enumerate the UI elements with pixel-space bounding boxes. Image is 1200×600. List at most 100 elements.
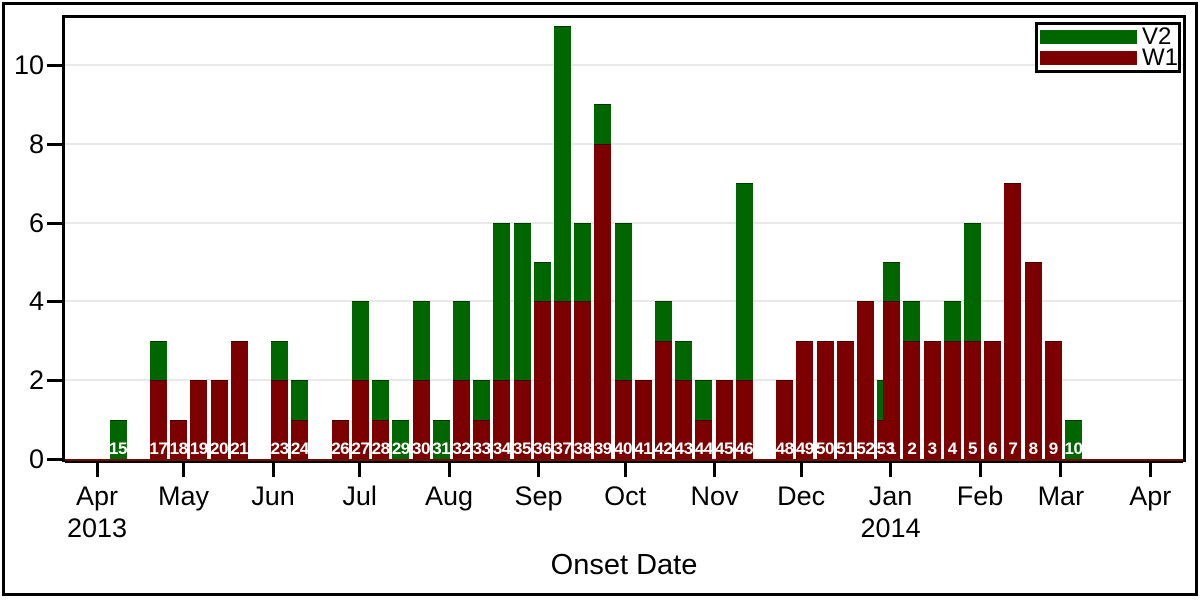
bar-week-15 bbox=[109, 419, 127, 459]
x-tick-Aug bbox=[447, 463, 451, 477]
bar-week-10 bbox=[1064, 419, 1082, 459]
bar-segment-w1 bbox=[210, 380, 228, 459]
y-tick-2 bbox=[47, 379, 62, 383]
bar-week-31 bbox=[432, 419, 450, 459]
x-month-label-Feb: Feb bbox=[956, 481, 1004, 511]
bar-segment-w1 bbox=[372, 419, 390, 459]
bar-week-1 bbox=[883, 262, 901, 459]
bar-week-3 bbox=[923, 340, 941, 459]
legend-swatch-v2 bbox=[1040, 29, 1137, 44]
bar-week-label: 23 bbox=[270, 439, 289, 458]
bar-segment-w1 bbox=[1024, 262, 1042, 459]
bar-segment-v2 bbox=[574, 222, 592, 302]
x-month-label-Jul: Jul bbox=[342, 481, 377, 511]
bar-week-43 bbox=[675, 340, 693, 459]
y-tick-6 bbox=[47, 221, 62, 225]
bar-segment-v2 bbox=[614, 222, 632, 381]
x-tick-May bbox=[182, 463, 186, 477]
bar-week-label: 37 bbox=[553, 439, 572, 458]
bar-segment-w1 bbox=[963, 340, 981, 459]
legend-swatch-w1 bbox=[1040, 51, 1137, 66]
bar-segment-w1 bbox=[452, 380, 470, 459]
bar-week-30 bbox=[412, 301, 430, 459]
bar-segment-v2 bbox=[109, 419, 127, 459]
bar-segment-w1 bbox=[735, 380, 753, 459]
legend-row-v2: V2 bbox=[1038, 24, 1178, 48]
bar-week-46 bbox=[735, 183, 753, 459]
bar-segment-v2 bbox=[412, 301, 430, 381]
bar-week-34 bbox=[493, 222, 511, 459]
bar-segment-v2 bbox=[943, 301, 961, 341]
bar-week-8 bbox=[1024, 262, 1042, 459]
bar-week-6 bbox=[984, 340, 1002, 459]
bar-segment-w1 bbox=[493, 380, 511, 459]
bar-week-5 bbox=[963, 222, 981, 459]
bar-week-label: 36 bbox=[533, 439, 552, 458]
gridline-10 bbox=[65, 64, 1183, 66]
bar-week-label: 35 bbox=[513, 439, 531, 458]
bar-week-label: 3 bbox=[927, 439, 937, 458]
bar-segment-w1 bbox=[230, 340, 248, 459]
bar-week-label: 24 bbox=[290, 439, 309, 458]
bar-segment-w1 bbox=[271, 380, 289, 459]
bar-segment-v2 bbox=[452, 301, 470, 381]
bar-week-label: 32 bbox=[452, 439, 471, 458]
bar-segment-w1 bbox=[816, 340, 834, 459]
bar-week-label: 41 bbox=[634, 439, 653, 458]
bar-segment-w1 bbox=[776, 380, 794, 459]
x-tick-Apr2013 bbox=[95, 463, 99, 477]
bar-week-label: 49 bbox=[795, 439, 814, 458]
bar-week-label: 39 bbox=[593, 439, 612, 458]
bar-week-label: 38 bbox=[573, 439, 592, 458]
bar-week-label: 53 bbox=[876, 439, 895, 458]
bar-week-label: 1 bbox=[887, 439, 897, 458]
bar-week-41 bbox=[634, 380, 652, 459]
y-tick-0 bbox=[47, 458, 62, 461]
bar-segment-w1 bbox=[331, 419, 349, 459]
x-month-label-Dec: Dec bbox=[777, 481, 826, 511]
bar-segment-v2 bbox=[291, 380, 309, 420]
bar-segment-v2 bbox=[903, 301, 921, 341]
x-month-label-Apr: Apr bbox=[1129, 481, 1172, 511]
x-tick-Jan2014 bbox=[889, 463, 893, 477]
bar-segment-w1 bbox=[984, 340, 1002, 459]
x-month-label-Mar: Mar bbox=[1037, 481, 1085, 511]
bar-week-label: 9 bbox=[1048, 439, 1058, 458]
bar-week-label: 45 bbox=[715, 439, 733, 458]
bar-week-label: 33 bbox=[472, 439, 491, 458]
bar-week-39 bbox=[594, 104, 612, 459]
bar-segment-v2 bbox=[271, 340, 289, 381]
bar-segment-w1 bbox=[836, 340, 854, 459]
bar-week-label: 40 bbox=[614, 439, 632, 458]
bar-segment-v2 bbox=[654, 301, 672, 341]
y-tick-label-2: 2 bbox=[28, 365, 44, 396]
bar-week-17 bbox=[149, 340, 167, 459]
bar-week-label: 2 bbox=[907, 439, 917, 458]
bar-week-label: 46 bbox=[735, 439, 754, 458]
bar-week-21 bbox=[230, 340, 248, 459]
bar-week-49 bbox=[796, 340, 814, 459]
bar-segment-w1 bbox=[513, 380, 531, 459]
plot-area: 15 17 18 19 20 21 23 24 26 27 28 29 30 31 32 33 34 35 36 37… bbox=[62, 15, 1186, 463]
bar-week-label: 29 bbox=[391, 439, 410, 458]
bar-segment-w1 bbox=[170, 419, 188, 459]
bar-segment-v2 bbox=[735, 183, 753, 381]
x-tick-Mar bbox=[1059, 463, 1063, 477]
bar-segment-v2 bbox=[553, 25, 571, 302]
x-axis-baseline bbox=[65, 461, 1183, 463]
x-month-label-Apr: Apr bbox=[75, 481, 119, 511]
bar-week-label: 28 bbox=[371, 439, 390, 458]
bar-segment-v2 bbox=[432, 419, 450, 459]
y-tick-label-6: 6 bbox=[28, 207, 44, 238]
bar-week-19 bbox=[190, 380, 208, 459]
bar-week-label: 19 bbox=[189, 439, 208, 458]
bar-week-label: 21 bbox=[230, 439, 249, 458]
bar-week-label: 6 bbox=[988, 439, 998, 458]
bar-week-label: 52 bbox=[856, 439, 875, 458]
bar-segment-v2 bbox=[963, 222, 981, 341]
y-tick-label-0: 0 bbox=[28, 444, 44, 474]
bar-segment-w1 bbox=[412, 380, 430, 459]
bar-segment-w1 bbox=[473, 419, 491, 459]
bar-segment-v2 bbox=[513, 222, 531, 381]
